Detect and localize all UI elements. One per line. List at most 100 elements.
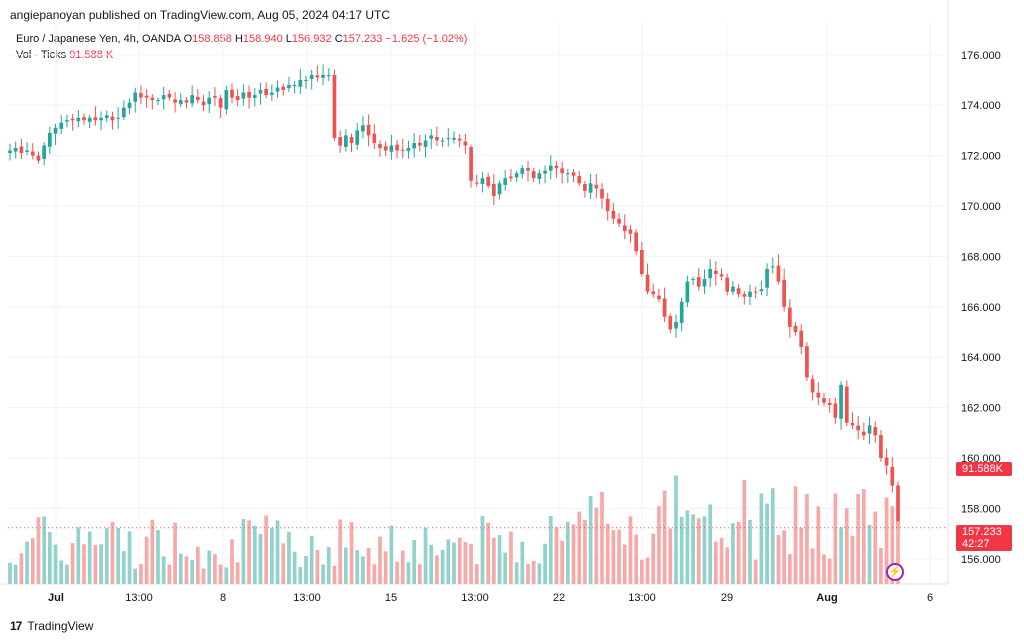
volume-bar — [235, 562, 240, 584]
x-tick-label: 29 — [721, 592, 733, 604]
candle-body — [292, 85, 297, 87]
candle-body — [452, 137, 456, 140]
volume-bar — [292, 551, 297, 584]
volume-bar — [13, 564, 18, 584]
volume-bar — [30, 538, 35, 584]
volume-bar — [139, 564, 143, 584]
volume-bar — [372, 564, 377, 584]
candle-body — [65, 120, 69, 122]
candle-body — [93, 117, 98, 121]
x-tick-label: 8 — [220, 592, 226, 604]
last-price-tag: 157.233 42:27 — [956, 525, 1012, 551]
volume-bar — [839, 527, 843, 584]
volume-bar — [679, 516, 684, 584]
candle-body — [617, 218, 621, 224]
volume-bar — [628, 516, 633, 584]
candle-body — [753, 291, 758, 293]
candle-body — [338, 137, 343, 146]
candle-body — [389, 145, 394, 152]
volume-bar — [412, 539, 417, 584]
candle-body — [412, 142, 417, 149]
candle-body — [343, 135, 348, 147]
brand-name: TradingView — [27, 619, 94, 633]
y-tick-label: 156.000 — [961, 554, 1001, 566]
bar-countdown: 42:27 — [962, 538, 990, 550]
x-tick-label: Jul — [48, 592, 64, 604]
candle-body — [440, 140, 445, 142]
volume-bar — [178, 553, 183, 584]
volume-bar — [144, 536, 149, 584]
volume-bar — [588, 495, 593, 584]
candle-body — [657, 295, 661, 300]
candle-body — [36, 155, 41, 161]
candle-body — [144, 95, 149, 98]
volume-bar — [691, 514, 695, 584]
candle-body — [53, 127, 58, 134]
change-value: −1.625 (−1.02%) — [385, 33, 468, 45]
candle-body — [474, 182, 479, 184]
volume-bar — [497, 535, 502, 584]
candle-body — [224, 90, 229, 110]
x-tick-label: 13:00 — [293, 592, 321, 604]
candle-body — [406, 148, 411, 152]
candle-body — [349, 137, 354, 143]
volume-bar — [457, 537, 462, 584]
volume-bar — [674, 475, 678, 584]
candle-body — [782, 279, 787, 307]
candle-body — [827, 402, 832, 406]
volume-bar — [161, 556, 166, 584]
candle-body — [520, 168, 525, 174]
volume-bar — [833, 493, 838, 584]
candle-body — [218, 98, 223, 108]
candle-body — [822, 398, 826, 403]
candle-body — [429, 135, 434, 139]
volume-bar — [315, 550, 320, 584]
y-tick-label: 164.000 — [961, 352, 1001, 364]
volume-bar — [383, 551, 388, 584]
candle-body — [258, 90, 263, 94]
volume-bar — [87, 531, 92, 584]
volume-bar — [42, 516, 47, 584]
candle-body — [884, 457, 889, 466]
candle-body — [480, 178, 485, 185]
volume-bar — [395, 561, 399, 584]
volume-bar — [861, 489, 866, 584]
volume-bar — [844, 508, 849, 584]
candle-body — [816, 392, 821, 398]
volume-bar — [207, 550, 212, 584]
low-value: 156.932 — [291, 33, 332, 45]
volume-bar — [879, 547, 883, 584]
candle-body — [355, 130, 360, 145]
volume-bar — [856, 494, 861, 584]
volume-bar — [890, 506, 895, 584]
volume-bar — [776, 535, 781, 584]
candle-body — [537, 173, 542, 179]
candle-body — [230, 89, 234, 98]
volume-bar — [76, 527, 81, 584]
lightning-icon[interactable]: ⚡ — [886, 563, 904, 581]
tradingview-logo[interactable]: 17 TradingView — [10, 619, 93, 633]
volume-bar — [793, 486, 798, 584]
open-value: 158.858 — [192, 33, 232, 45]
candle-body — [543, 170, 547, 174]
y-tick-label: 170.000 — [961, 201, 1001, 213]
volume-bar — [805, 493, 809, 584]
candle-body — [839, 384, 843, 419]
candle-body — [167, 93, 172, 98]
volume-bar — [99, 544, 103, 584]
volume-bar — [486, 522, 491, 584]
candle-body — [674, 321, 678, 329]
candle-body — [605, 198, 610, 212]
candle-body — [526, 168, 530, 171]
candle-body — [548, 165, 553, 171]
candle-body — [13, 148, 18, 152]
volume-bar — [463, 541, 468, 584]
volume-bar — [787, 554, 792, 584]
volume-bar — [850, 535, 855, 584]
candle-body — [173, 99, 177, 103]
volume-bar — [645, 557, 650, 584]
volume-bar — [258, 534, 263, 584]
volume-bar — [190, 559, 195, 584]
volume-bar — [366, 547, 371, 584]
